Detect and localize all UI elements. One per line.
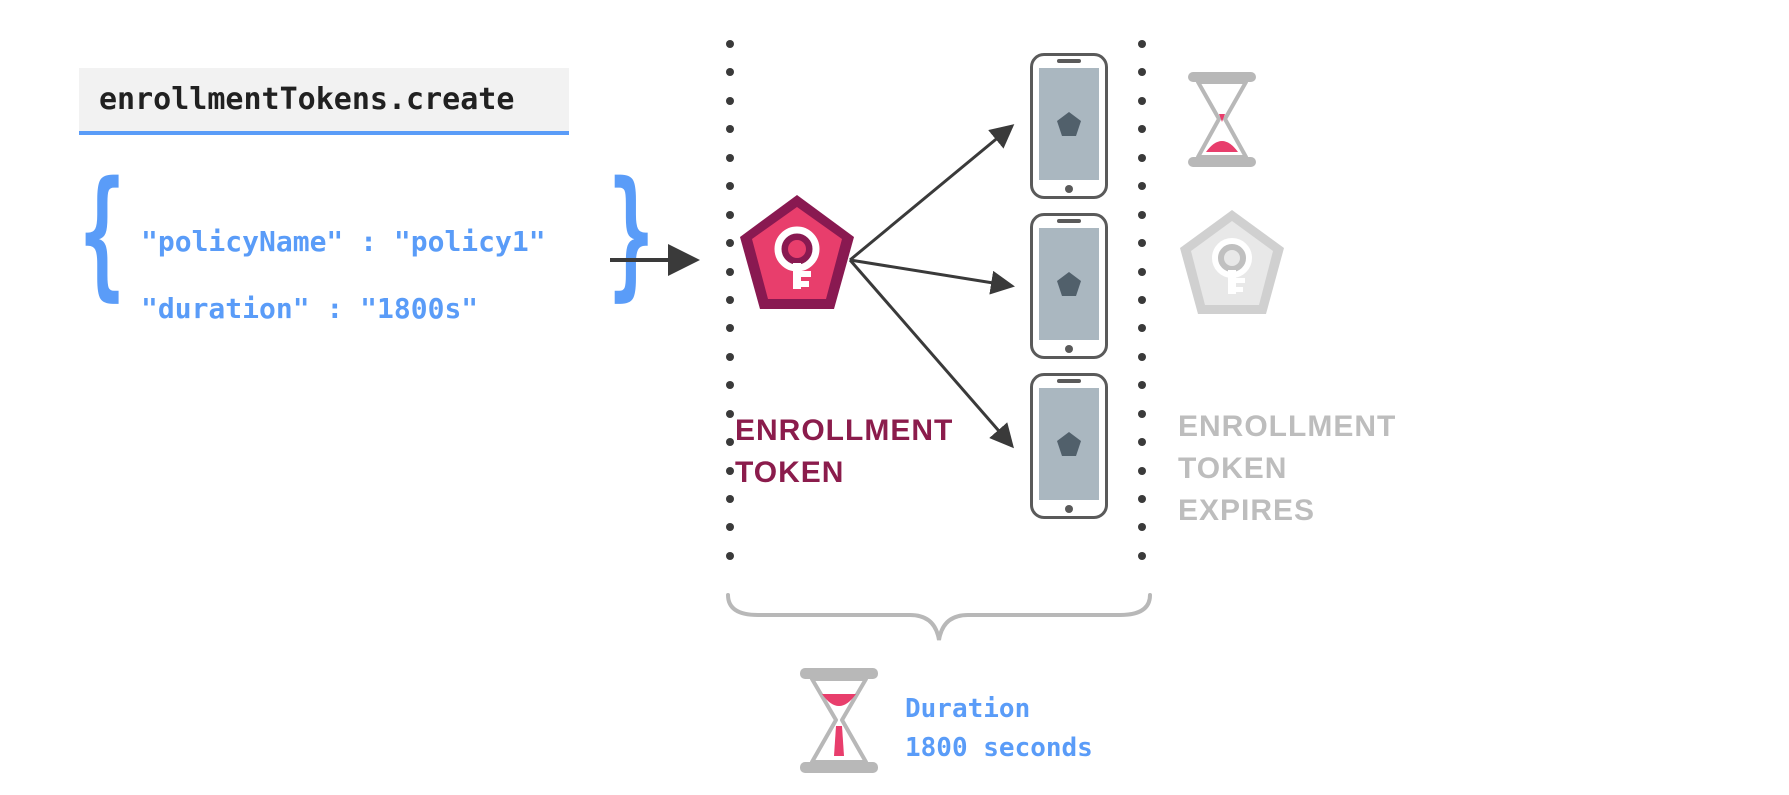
phone-pentagon-icon bbox=[1055, 430, 1083, 458]
api-method-text: enrollmentTokens.create bbox=[99, 82, 514, 117]
separator-dots-left bbox=[726, 40, 734, 560]
phone-device bbox=[1030, 213, 1108, 359]
duration-bracket bbox=[728, 595, 1150, 640]
duration-caption-line2: 1800 seconds bbox=[905, 729, 1093, 768]
phone-device bbox=[1030, 373, 1108, 519]
brace-close-icon: } bbox=[608, 164, 654, 304]
duration-caption-line1: Duration bbox=[905, 690, 1093, 729]
arrow-fork-1 bbox=[850, 126, 1012, 260]
phone-screen bbox=[1039, 68, 1099, 180]
json-sep-2: : bbox=[310, 292, 361, 325]
token-active-label-line2: TOKEN bbox=[735, 452, 953, 494]
hourglass-small-icon bbox=[1188, 72, 1256, 167]
phone-screen bbox=[1039, 228, 1099, 340]
token-pentagon-active bbox=[740, 195, 854, 309]
phone-pentagon-icon bbox=[1055, 270, 1083, 298]
json-body: { } "policyName" : "policy1" "duration" … bbox=[79, 180, 654, 365]
json-val-1: "policy1" bbox=[394, 225, 546, 258]
duration-caption: Duration 1800 seconds bbox=[905, 690, 1093, 768]
phone-pentagon-icon bbox=[1055, 110, 1083, 138]
hourglass-large-icon bbox=[800, 668, 878, 773]
phone-screen bbox=[1039, 388, 1099, 500]
json-val-2: "1800s" bbox=[360, 292, 478, 325]
token-pentagon-expired bbox=[1180, 210, 1284, 314]
json-line-2: "duration" : "1800s" bbox=[141, 275, 546, 342]
token-expired-label-line2: TOKEN bbox=[1178, 448, 1396, 490]
arrow-fork-2 bbox=[850, 260, 1012, 286]
token-active-label-line1: ENROLLMENT bbox=[735, 410, 953, 452]
brace-open-icon: { bbox=[79, 164, 125, 304]
json-key-2: "duration" bbox=[141, 292, 310, 325]
json-line-1: "policyName" : "policy1" bbox=[141, 208, 546, 275]
token-expired-label: ENROLLMENT TOKEN EXPIRES bbox=[1178, 406, 1396, 532]
phone-device bbox=[1030, 53, 1108, 199]
token-active-label: ENROLLMENT TOKEN bbox=[735, 410, 953, 494]
api-method-title: enrollmentTokens.create bbox=[79, 68, 569, 135]
token-expired-label-line1: ENROLLMENT bbox=[1178, 406, 1396, 448]
json-sep-1: : bbox=[343, 225, 394, 258]
json-key-1: "policyName" bbox=[141, 225, 343, 258]
token-expired-label-line3: EXPIRES bbox=[1178, 490, 1396, 532]
separator-dots-right bbox=[1138, 40, 1146, 560]
